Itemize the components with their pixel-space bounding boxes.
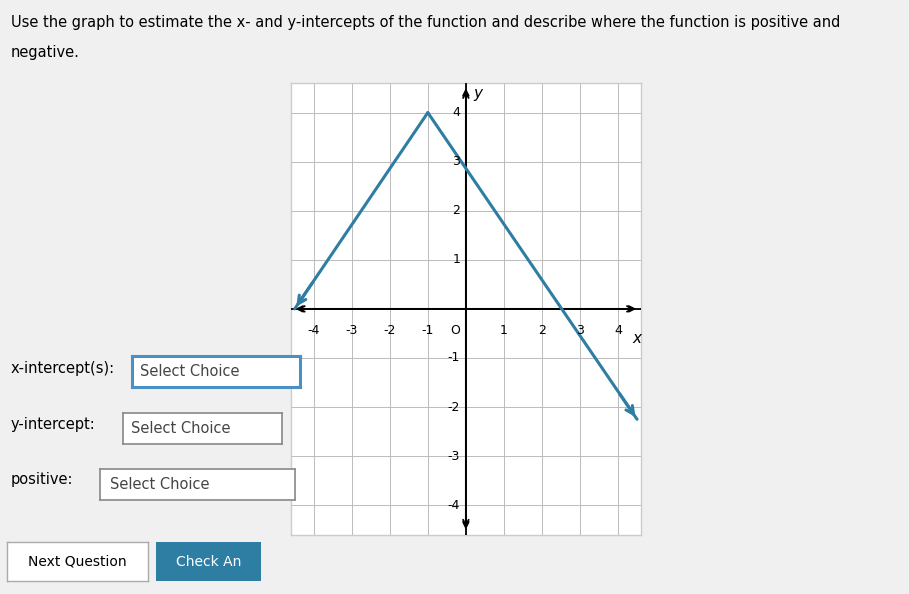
Text: y: y (474, 86, 483, 100)
Text: -3: -3 (448, 450, 460, 463)
Text: 2: 2 (538, 324, 546, 337)
Text: -4: -4 (448, 498, 460, 511)
Text: -1: -1 (448, 352, 460, 365)
Text: Check An: Check An (176, 555, 241, 568)
Text: 4: 4 (453, 106, 460, 119)
Text: Select Choice: Select Choice (110, 477, 209, 492)
Text: 4: 4 (614, 324, 622, 337)
Text: x: x (633, 331, 642, 346)
Text: negative.: negative. (11, 45, 80, 59)
Text: 3: 3 (453, 155, 460, 168)
Text: 3: 3 (576, 324, 584, 337)
Text: -3: -3 (345, 324, 358, 337)
Text: Next Question: Next Question (28, 555, 127, 568)
Text: Select Choice: Select Choice (140, 364, 240, 380)
Text: -2: -2 (448, 400, 460, 413)
Text: -1: -1 (422, 324, 434, 337)
Text: 1: 1 (500, 324, 508, 337)
Text: 1: 1 (453, 253, 460, 266)
Text: Select Choice: Select Choice (131, 421, 230, 436)
Text: y-intercept:: y-intercept: (11, 417, 95, 432)
Text: O: O (450, 324, 460, 337)
Text: x-intercept(s):: x-intercept(s): (11, 361, 115, 376)
Text: Use the graph to estimate the x- and y-intercepts of the function and describe w: Use the graph to estimate the x- and y-i… (11, 15, 840, 30)
Text: 2: 2 (453, 204, 460, 217)
Text: positive:: positive: (11, 472, 74, 488)
Text: -4: -4 (307, 324, 320, 337)
Text: -2: -2 (384, 324, 396, 337)
